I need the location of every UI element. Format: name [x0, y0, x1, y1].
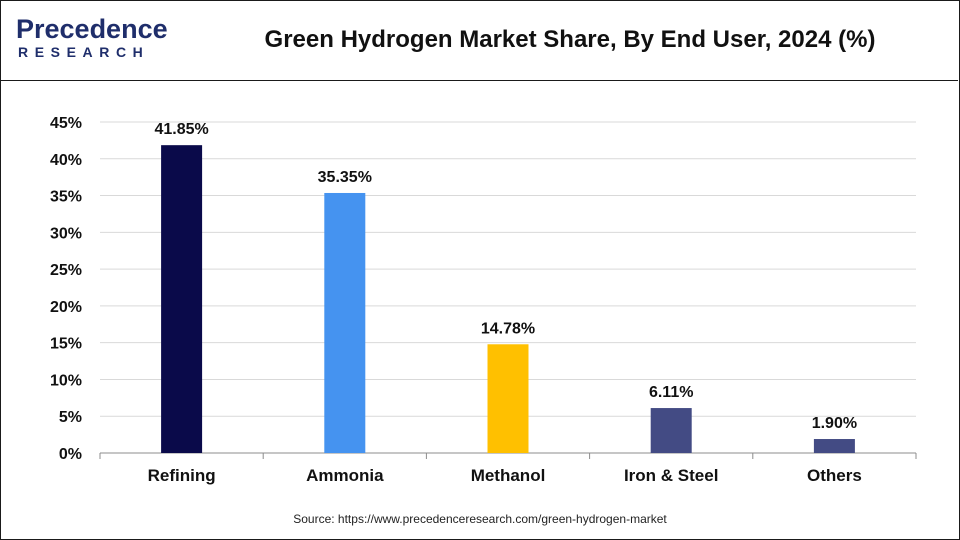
data-label: 41.85% [154, 121, 208, 138]
y-tick-label: 30% [50, 225, 82, 242]
y-tick-label: 0% [59, 446, 82, 463]
x-tick-label: Iron & Steel [624, 466, 718, 485]
labels: 0% 5% 10% 15% 20% 25% 30% 35% 40% 45% 41.85% Refini… [50, 115, 862, 485]
y-tick-label: 35% [50, 189, 82, 206]
bar-refining [161, 145, 203, 454]
data-label: 35.35% [318, 169, 372, 186]
bar-ammonia [324, 192, 366, 453]
gridlines [100, 121, 916, 417]
axes [99, 452, 917, 459]
x-tick-label: Ammonia [306, 466, 384, 485]
x-tick-label: Others [807, 466, 862, 485]
y-tick-label: 25% [50, 262, 82, 279]
x-tick-label: Methanol [471, 466, 546, 485]
x-tick-label: Refining [148, 466, 216, 485]
logo-subtitle: RESEARCH [18, 44, 150, 60]
bars [161, 145, 855, 454]
y-tick-label: 10% [50, 372, 82, 389]
header: Precedence RESEARCH Green Hydrogen Marke… [0, 0, 958, 81]
y-tick-label: 40% [50, 152, 82, 169]
source-note: Source: https://www.precedenceresearch.c… [293, 512, 667, 526]
y-tick-label: 20% [50, 299, 82, 316]
data-label: 14.78% [481, 320, 535, 337]
data-label: 1.90% [812, 415, 857, 432]
bar-others [813, 439, 855, 453]
data-label: 6.11% [649, 384, 693, 401]
logo-wordmark: Precedence [16, 14, 168, 44]
bar-methanol [487, 344, 529, 453]
bar-iron-steel [650, 408, 692, 453]
y-tick-label: 15% [50, 336, 82, 353]
y-tick-label: 45% [50, 115, 82, 132]
y-tick-label: 5% [59, 409, 82, 426]
precedence-research-logo: Precedence RESEARCH [16, 14, 168, 64]
chart-title: Green Hydrogen Market Share, By End User… [264, 26, 876, 53]
